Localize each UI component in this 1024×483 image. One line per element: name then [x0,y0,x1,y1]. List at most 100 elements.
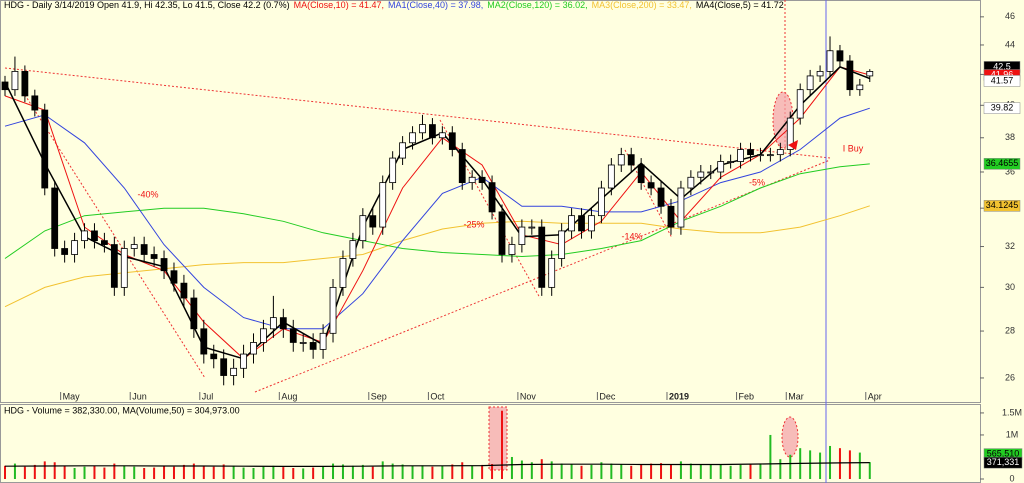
candle-body [737,149,744,162]
candle-body [130,244,138,249]
volume-bar [4,465,6,479]
candle-body [81,230,88,242]
annotation: I Buy [843,143,864,153]
x-tick-label: Jul [202,391,214,401]
y-tick-label: 1.5M [1002,407,1022,417]
candle-body [409,132,416,144]
volume-bar [630,465,633,479]
legend-entry: MA3(Close,200) = 33.47, [592,0,692,10]
candle-body [429,124,436,139]
volume-bar [660,463,663,479]
candle-body [200,328,208,355]
candle-body [528,226,536,229]
candle-body [230,367,238,376]
candle-body [329,286,337,334]
candle-body [389,157,397,184]
value-tag-label: 34.1245 [986,200,1019,210]
candle-body [210,353,218,360]
volume-bar [192,463,195,479]
volume-bar [431,466,434,479]
volume-bar [530,462,533,479]
candle-body [150,254,158,259]
volume-bar [550,461,553,479]
volume-bar [759,463,762,479]
volume-bar [421,465,424,479]
candle-body [468,176,476,184]
value-tag [983,158,1021,170]
volume-bar [699,464,702,479]
volume-bar [232,465,235,479]
legend-entry: MA4(Close,5) = 41.72 [696,0,784,10]
volume-bar [809,450,812,479]
volume-bar [590,464,593,479]
y-tick-label: 38 [1005,132,1015,142]
volume-bar [838,448,841,479]
legend-entry: MA1(Close,40) = 37.98, [388,0,483,10]
y-tick-label: 32 [1005,241,1015,251]
candle-body [399,142,407,159]
candle-body [806,75,814,91]
candle-body [51,187,59,249]
candle-body [339,258,347,288]
y-tick-label: 1M [1006,429,1019,439]
y-tick-label: 46 [1005,11,1015,21]
volume-bar [640,464,643,479]
volume-bar [789,454,792,479]
volume-bar [212,466,215,479]
candle-body [419,124,426,134]
volume-bar [272,465,275,479]
volume-ma-line [4,462,870,467]
volume-bar [491,464,494,479]
volume-bar [322,466,325,479]
candle-body [717,161,725,173]
volume-bar [182,464,185,479]
candle-body [180,282,188,299]
volume-bar [143,467,146,479]
volume-bar [848,450,851,479]
candle-body [637,164,645,184]
candle-body [1,81,9,91]
value-tag [983,102,1021,114]
candle-body [170,270,178,284]
candle-body [61,248,69,255]
volume-bar [282,467,285,479]
volume-bar [222,464,225,479]
volume-bar [73,467,76,479]
candle-body [379,182,387,228]
candle-body [747,149,754,156]
candle-body [816,71,824,77]
candle-body [677,187,685,228]
candle-body [349,240,357,259]
highlight [781,416,799,458]
volume-bar [172,466,175,479]
value-tag-label: 565,510 [987,448,1020,458]
candle-body [240,353,247,369]
volume-bar [441,465,444,479]
volume-bar [858,452,861,479]
candle-body [309,342,317,350]
volume-bar [709,464,712,479]
x-tick-label: Aug [281,391,297,401]
annotation: -5% [749,177,765,187]
candle-body [508,244,516,255]
candle-body [687,176,695,189]
volume-bar [13,463,16,479]
volume-bar [650,463,653,479]
annotation: -25% [463,219,484,229]
candle-body [846,60,854,91]
candle-body [538,226,546,288]
volume-bar [520,460,523,479]
volume-bar [411,465,414,479]
candle-body [727,161,735,163]
y-tick-label: 44 [1005,39,1015,49]
candle-body [598,187,605,217]
x-tick-label: Feb [739,391,755,401]
volume-bar [739,464,742,479]
y-tick-label: 36 [1005,166,1015,176]
candle-body [359,215,367,242]
candle-body [617,154,625,166]
x-tick-label: Dec [599,391,616,401]
price-header: HDG - Daily 3/14/2019 Open 41.9, Hi 42.3… [4,0,784,10]
candle-body [558,230,566,259]
candle-body [91,230,98,242]
